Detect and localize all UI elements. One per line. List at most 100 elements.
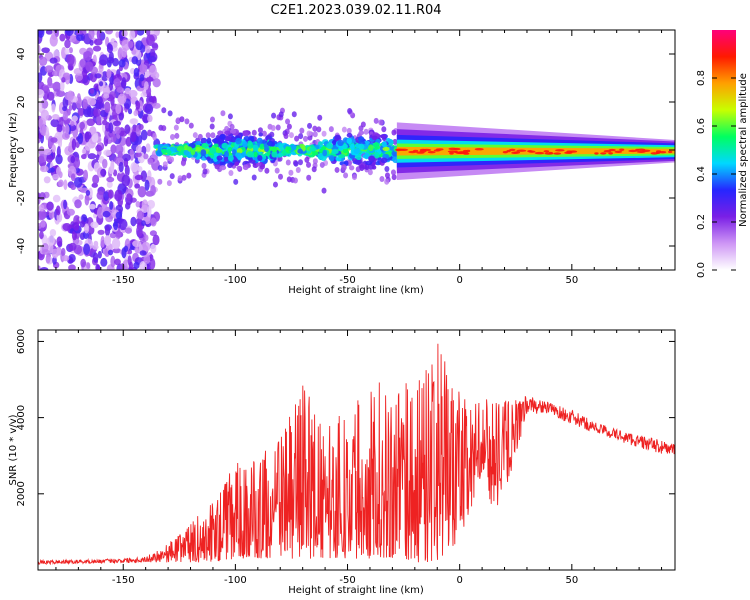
noise-blob xyxy=(144,234,149,242)
band-halo-blob xyxy=(321,130,327,137)
colorbar: 0.0 0.2 0.4 0.6 0.8 Normalized spectral ampl… xyxy=(696,30,749,278)
band-halo-blob xyxy=(186,172,192,179)
snr-series-line xyxy=(38,343,675,566)
noise-blob xyxy=(143,215,152,225)
noise-blob xyxy=(121,174,131,187)
noise-blob xyxy=(146,34,155,46)
band-halo-blob xyxy=(197,133,203,140)
noise-blob xyxy=(126,193,132,201)
band-halo-blob xyxy=(179,116,185,123)
noise-blob xyxy=(136,225,143,238)
noise-blob xyxy=(102,85,111,97)
noise-blob xyxy=(144,103,154,115)
noise-blob xyxy=(84,194,90,206)
noise-blob xyxy=(86,118,96,127)
band-blob xyxy=(346,137,353,144)
ridge-highlight xyxy=(600,152,607,155)
noise-blob xyxy=(103,235,112,246)
ridge-highlight xyxy=(636,150,646,154)
noise-blob xyxy=(132,240,142,248)
band-blob xyxy=(329,155,335,162)
noise-blob xyxy=(150,184,156,196)
noise-blob xyxy=(141,220,146,227)
noise-blob xyxy=(145,143,151,153)
band-halo-blob xyxy=(285,159,291,166)
band-blob xyxy=(271,147,278,153)
snr-y-tick-label: 4000 xyxy=(16,405,27,430)
noise-blob xyxy=(79,58,87,68)
band-halo-blob xyxy=(304,156,310,163)
noise-blob xyxy=(64,39,71,49)
band-blob xyxy=(219,160,226,167)
band-blob xyxy=(206,156,211,162)
noise-blob xyxy=(143,254,151,265)
spectrogram-marks xyxy=(38,30,675,270)
noise-blob xyxy=(39,165,49,173)
band-blob xyxy=(214,164,221,170)
noise-blob xyxy=(55,205,61,216)
ridge-highlight xyxy=(534,151,545,155)
noise-blob xyxy=(50,118,60,128)
noise-blob xyxy=(56,236,63,247)
ridge-highlight xyxy=(449,152,454,155)
noise-blob xyxy=(46,201,54,211)
noise-blob xyxy=(68,104,73,111)
band-halo-blob xyxy=(251,129,257,136)
band-blob xyxy=(248,159,256,164)
snr-x-tick-label: -50 xyxy=(339,575,355,586)
band-halo-blob xyxy=(312,125,318,132)
noise-blob xyxy=(130,118,138,124)
band-halo-blob xyxy=(363,128,369,135)
band-halo-blob xyxy=(264,167,270,174)
colorbar-tick-label: 0.2 xyxy=(696,214,707,230)
noise-blob xyxy=(100,235,105,248)
snr-x-tick-label: -100 xyxy=(224,575,247,586)
noise-blob xyxy=(130,161,139,173)
noise-blob xyxy=(123,245,129,253)
noise-blob xyxy=(49,34,58,47)
noise-blob xyxy=(152,132,157,141)
snr-ticks: -150 -100 -50 0 50 2000 4000 6000 xyxy=(16,329,675,586)
ridge-highlight xyxy=(516,149,527,152)
noise-blob xyxy=(85,190,91,196)
noise-blob xyxy=(38,265,41,270)
noise-blob xyxy=(136,30,145,36)
band-halo-blob xyxy=(251,174,257,181)
band-halo-blob xyxy=(157,165,163,172)
band-blob xyxy=(334,134,341,140)
ridge-highlight xyxy=(628,149,638,153)
band-halo-blob xyxy=(166,180,172,187)
band-blob xyxy=(190,149,196,156)
band-halo-blob xyxy=(228,170,234,177)
band-blob xyxy=(227,147,233,153)
band-blob xyxy=(368,144,374,152)
band-blob xyxy=(368,155,375,162)
noise-blob xyxy=(56,145,61,158)
band-blob xyxy=(242,164,249,171)
colorbar-tick-label: 0.0 xyxy=(696,262,707,278)
noise-blob xyxy=(55,154,63,165)
noise-blob xyxy=(129,30,136,41)
noise-blob xyxy=(135,200,141,208)
noise-blob xyxy=(98,81,104,87)
noise-blob xyxy=(141,241,151,252)
noise-blob xyxy=(143,153,149,160)
noise-blob xyxy=(152,78,161,88)
band-blob xyxy=(206,137,212,144)
band-halo-blob xyxy=(201,162,207,169)
band-blob xyxy=(235,137,242,145)
noise-blob xyxy=(63,179,68,191)
noise-blob xyxy=(108,165,115,175)
noise-blob xyxy=(83,223,90,234)
band-halo-blob xyxy=(257,127,263,134)
noise-blob xyxy=(93,38,103,46)
band-blob xyxy=(157,150,163,156)
noise-blob xyxy=(38,43,41,55)
band-halo-blob xyxy=(184,118,190,125)
band-halo-blob xyxy=(220,110,226,117)
band-blob xyxy=(235,152,242,159)
noise-blob xyxy=(124,227,132,234)
band-halo-blob xyxy=(161,125,167,132)
colorbar-ticks: 0.0 0.2 0.4 0.6 0.8 xyxy=(696,70,736,278)
band-blob xyxy=(257,154,263,161)
